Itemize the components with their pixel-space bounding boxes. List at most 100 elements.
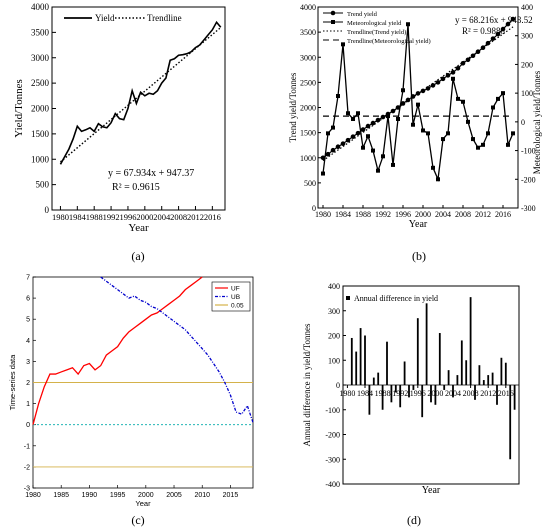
y2-tick-label: 300 xyxy=(521,32,533,41)
y-tick-label: 2500 xyxy=(300,78,316,87)
x-tick-label: 1980 xyxy=(315,210,331,219)
panel-d: -400-300-200-100010020030040019801984198… xyxy=(302,282,520,527)
trend-yield-point xyxy=(365,123,371,129)
trend-yield-point xyxy=(425,86,431,91)
bar xyxy=(355,351,358,385)
y-tick-label: 1500 xyxy=(31,129,50,139)
trend-yield-point xyxy=(325,151,331,157)
meteorological-yield-point xyxy=(476,145,480,150)
legend-trendline-label: Trendline xyxy=(147,13,182,23)
meteorological-yield-point xyxy=(466,119,470,124)
trend-yield-point xyxy=(500,26,506,32)
y-tick-label: 7 xyxy=(26,275,30,282)
meteorological-yield-point xyxy=(421,128,425,133)
bar xyxy=(496,385,498,405)
y2-tick-label: -200 xyxy=(521,175,536,184)
x-tick-label: 2005 xyxy=(166,492,182,499)
y2-tick-label: 0 xyxy=(521,118,525,127)
y-tick-label: 3000 xyxy=(300,53,316,62)
x-tick-label: 2008 xyxy=(170,212,187,222)
y-tick-label: 3000 xyxy=(31,53,50,63)
y-tick-label: 4 xyxy=(26,338,30,345)
meteorological-yield-point xyxy=(506,142,510,147)
y-tick-label: -300 xyxy=(325,455,340,464)
equation-label: y = 68.216x + 943.52 xyxy=(455,15,533,25)
y-tick-label: 2500 xyxy=(31,78,50,88)
bar xyxy=(368,385,371,415)
x-tick-label: 1992 xyxy=(103,212,120,222)
x-tick-label: 1996 xyxy=(119,212,136,222)
x-tick-label: 2015 xyxy=(223,492,239,499)
bar xyxy=(500,357,503,385)
meteorological-yield-point xyxy=(366,134,370,139)
legend-yield-label: Yield xyxy=(95,13,115,23)
trend-yield-point xyxy=(345,137,351,143)
legend-trendline-trend-label: Trendline(Trend yield) xyxy=(347,29,406,36)
bar xyxy=(509,385,512,460)
meteorological-yield-point xyxy=(481,142,485,147)
bar xyxy=(465,360,468,385)
legend-threshold-label: 0.05 xyxy=(231,303,244,310)
x-tick-label: 1984 xyxy=(69,212,87,222)
meteorological-yield-point xyxy=(471,137,475,142)
bar xyxy=(487,375,490,385)
y-tick-label: 0 xyxy=(26,422,30,429)
bar xyxy=(513,385,516,410)
trend-yield-point xyxy=(485,40,491,46)
trend-yield-point xyxy=(440,76,446,82)
x-tick-label: 1988 xyxy=(355,210,371,219)
trend-yield-point xyxy=(490,36,496,41)
y-tick-label: 4000 xyxy=(300,3,316,12)
meteorological-yield-point xyxy=(496,96,500,101)
y-tick-label: 3500 xyxy=(300,28,316,37)
y-tick-label: -400 xyxy=(325,480,340,489)
panel-a: 0 500 1000 1500 2000 2500 3000 3500 4000 1980 1984… xyxy=(13,2,226,263)
meteorological-yield-point xyxy=(451,76,455,81)
meteorological-yield-point xyxy=(431,165,435,170)
trend-yield-point xyxy=(505,21,511,27)
panel-label: (c) xyxy=(131,513,144,527)
x-tick-label: 1990 xyxy=(82,492,98,499)
bar xyxy=(421,385,424,418)
panel-c: -3 -2 -1 0 1 2 3 4 5 6 7 1980 1985 1990 1995 2000 2005 20… xyxy=(8,275,254,527)
legend-meteorological-yield-label: Meteorological yield xyxy=(347,20,402,27)
trend-yield-point xyxy=(470,53,476,59)
panel-label: (a) xyxy=(131,249,144,263)
bar xyxy=(482,380,485,385)
y2-tick-label: -100 xyxy=(521,147,536,156)
y-tick-label: 500 xyxy=(36,180,50,190)
equation-label: y = 67.934x + 947.37 xyxy=(108,168,194,179)
trend-yield-point xyxy=(405,97,411,103)
x-tick-label: 1984 xyxy=(335,210,351,219)
bar xyxy=(474,385,476,400)
meteorological-yield-point xyxy=(336,94,340,99)
x-tick-label: 2016 xyxy=(495,210,511,219)
meteorological-yield-point xyxy=(461,99,465,104)
y-tick-label: 1000 xyxy=(300,154,316,163)
x-tick-label: 1995 xyxy=(110,492,126,499)
y-tick-label: 1 xyxy=(26,401,30,408)
trend-yield-point xyxy=(450,70,456,75)
bar xyxy=(416,318,419,385)
meteorological-yield-point xyxy=(416,102,420,107)
trend-yield-point xyxy=(380,114,386,120)
meteorological-yield-point xyxy=(396,116,400,121)
y-tick-label: -100 xyxy=(325,406,340,415)
meteorological-yield-point xyxy=(426,131,430,136)
bar xyxy=(434,385,437,405)
trend-yield-point xyxy=(390,108,396,114)
bar xyxy=(504,362,507,385)
y-axis-label: Time-series data xyxy=(8,354,17,410)
y-tick-label: 400 xyxy=(328,282,340,291)
meteorological-yield-point xyxy=(511,131,515,136)
y-axis-label: Annual difference in yield/Tonnes xyxy=(302,323,312,446)
trend-yield-point xyxy=(430,83,436,88)
y2-axis-label: Meteorological yield/Tonnes xyxy=(532,70,542,174)
meteorological-yield-point xyxy=(436,177,440,182)
trend-yield-point xyxy=(455,66,461,71)
trend-yield-point xyxy=(320,155,326,161)
meteorological-yield-point xyxy=(341,42,345,47)
meteorological-yield-point xyxy=(371,148,375,153)
x-tick-label: 2004 xyxy=(435,210,451,219)
trend-yield-point xyxy=(395,105,401,110)
